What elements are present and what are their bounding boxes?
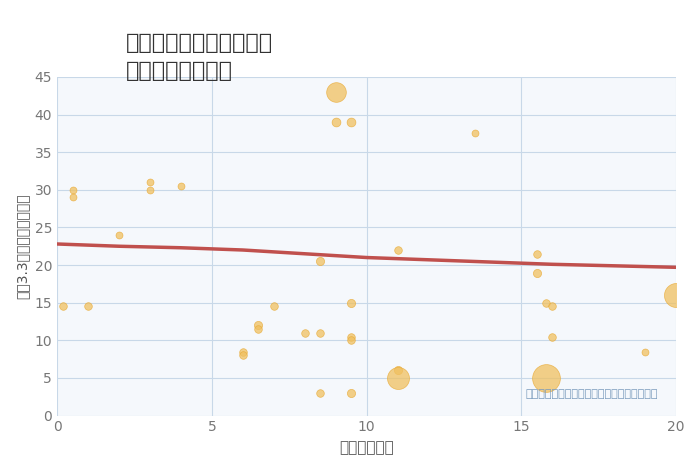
Point	[540, 299, 552, 306]
Point	[144, 179, 155, 186]
Point	[314, 389, 326, 397]
Point	[531, 269, 542, 276]
Point	[540, 374, 552, 382]
Point	[253, 325, 264, 333]
Point	[175, 182, 186, 190]
Point	[392, 246, 403, 254]
Point	[470, 130, 481, 137]
Point	[67, 186, 78, 194]
Point	[314, 329, 326, 337]
Point	[547, 333, 558, 340]
Point	[346, 299, 357, 306]
Text: 奈良県吉野郡川上村迫の
駅距離別土地価格: 奈良県吉野郡川上村迫の 駅距離別土地価格	[126, 33, 273, 81]
X-axis label: 駅距離（分）: 駅距離（分）	[340, 440, 394, 455]
Point	[83, 303, 94, 310]
Point	[346, 337, 357, 344]
Point	[531, 250, 542, 258]
Point	[330, 118, 342, 126]
Point	[346, 389, 357, 397]
Point	[671, 291, 682, 299]
Point	[253, 321, 264, 329]
Point	[237, 348, 248, 355]
Point	[314, 258, 326, 265]
Point	[392, 374, 403, 382]
Point	[346, 333, 357, 340]
Point	[67, 194, 78, 201]
Point	[640, 348, 651, 355]
Point	[237, 352, 248, 359]
Point	[392, 367, 403, 374]
Text: 円の大きさは、取引のあった物件面積を示す: 円の大きさは、取引のあった物件面積を示す	[525, 389, 658, 399]
Point	[268, 303, 279, 310]
Point	[113, 231, 125, 239]
Point	[547, 303, 558, 310]
Point	[299, 329, 310, 337]
Y-axis label: 坪（3.3㎡）単価（万円）: 坪（3.3㎡）単価（万円）	[15, 194, 29, 299]
Point	[330, 88, 342, 96]
Point	[57, 303, 69, 310]
Point	[144, 186, 155, 194]
Point	[346, 118, 357, 126]
